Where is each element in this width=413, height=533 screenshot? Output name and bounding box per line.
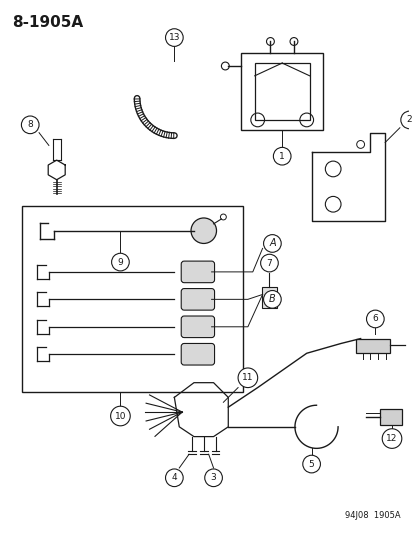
Bar xyxy=(261,287,277,308)
Bar xyxy=(379,409,401,425)
Circle shape xyxy=(237,368,257,387)
Bar xyxy=(22,206,242,392)
Text: 1: 1 xyxy=(279,152,285,161)
Text: 9: 9 xyxy=(117,257,123,266)
FancyBboxPatch shape xyxy=(181,288,214,310)
Text: 2: 2 xyxy=(406,116,411,124)
Bar xyxy=(254,63,309,120)
FancyBboxPatch shape xyxy=(181,316,214,337)
Bar xyxy=(240,53,323,130)
Text: 7: 7 xyxy=(266,259,272,268)
Text: 12: 12 xyxy=(385,434,397,443)
Text: 4: 4 xyxy=(171,473,177,482)
Circle shape xyxy=(263,290,280,308)
Circle shape xyxy=(21,116,39,134)
Circle shape xyxy=(302,455,320,473)
Circle shape xyxy=(366,310,383,328)
Circle shape xyxy=(190,218,216,244)
Text: 11: 11 xyxy=(242,373,253,382)
Circle shape xyxy=(400,111,413,129)
Text: 8-1905A: 8-1905A xyxy=(12,15,83,30)
Text: 3: 3 xyxy=(210,473,216,482)
Circle shape xyxy=(165,29,183,46)
Circle shape xyxy=(273,148,290,165)
Text: 94J08  1905A: 94J08 1905A xyxy=(344,511,400,520)
FancyBboxPatch shape xyxy=(181,261,214,282)
Bar xyxy=(355,338,389,353)
Text: 10: 10 xyxy=(114,411,126,421)
Text: 5: 5 xyxy=(308,459,314,469)
Circle shape xyxy=(204,469,222,487)
Text: 8: 8 xyxy=(27,120,33,130)
Text: A: A xyxy=(268,238,275,248)
Circle shape xyxy=(260,254,278,272)
Circle shape xyxy=(110,406,130,426)
Circle shape xyxy=(112,253,129,271)
Circle shape xyxy=(165,469,183,487)
Circle shape xyxy=(381,429,401,448)
Circle shape xyxy=(263,235,280,252)
Text: B: B xyxy=(268,294,275,304)
Text: 6: 6 xyxy=(372,314,377,324)
Text: 13: 13 xyxy=(168,33,180,42)
FancyBboxPatch shape xyxy=(181,343,214,365)
